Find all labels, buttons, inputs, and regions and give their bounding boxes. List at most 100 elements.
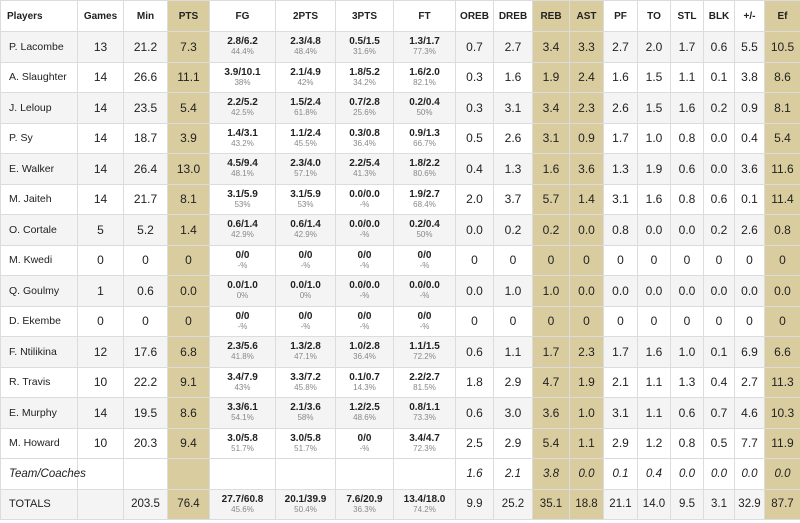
- table-row[interactable]: J. Leloup 14 23.5 5.4 2.2/5.2 42.5% 1.5/2.4 61.…: [0, 92, 800, 124]
- player-name[interactable]: P. Sy: [0, 122, 78, 154]
- cell-to: 1.6: [637, 183, 671, 215]
- cell-reb: 3.1: [532, 122, 570, 154]
- player-name[interactable]: M. Jaiteh: [0, 183, 78, 215]
- cell-3pts-made: 0.5/1.5: [349, 36, 380, 48]
- cell-2pts-pct: -%: [300, 260, 311, 270]
- cell-to: 0.0: [637, 275, 671, 307]
- cell-3pts: 0.0/0.0 -%: [335, 183, 394, 215]
- cell-fg: 2.8/6.2 44.4%: [209, 31, 276, 63]
- table-row[interactable]: M. Howard 10 20.3 9.4 3.0/5.8 51.7% 3.0/5.8 51.…: [0, 427, 800, 459]
- cell-games: 1: [77, 275, 124, 307]
- player-name[interactable]: J. Leloup: [0, 92, 78, 124]
- col-header-plus-minus[interactable]: +/-: [734, 0, 765, 32]
- cell-blk: 0.0: [703, 275, 735, 307]
- player-name[interactable]: M. Kwedi: [0, 244, 78, 276]
- cell-2pts: 2.1/3.6 58%: [275, 397, 336, 429]
- cell-min: 5.2: [123, 214, 168, 246]
- player-name[interactable]: Q. Goulmy: [0, 275, 78, 307]
- cell-fg-made: 0.0/1.0: [227, 280, 258, 292]
- col-header-blk[interactable]: BLK: [703, 0, 735, 32]
- cell-oreb: 2.0: [455, 183, 494, 215]
- cell-2pts-made: 3.1/5.9: [290, 188, 321, 200]
- cell-fg-made: 2.2/5.2: [227, 97, 258, 109]
- player-name[interactable]: P. Lacombe: [0, 31, 78, 63]
- col-header-reb[interactable]: REB: [532, 0, 570, 32]
- col-header-ef[interactable]: Ef: [764, 0, 800, 32]
- table-row[interactable]: M. Kwedi 0 0 0 0/0 -% 0/0 -% 0/0 -% 0/0 -% 0 0 0 0 0 0 0 0 0…: [0, 244, 800, 276]
- cell-ft-pct: 72.2%: [413, 352, 436, 362]
- cell-fg-made: 2.8/6.2: [227, 36, 258, 48]
- table-row[interactable]: A. Slaughter 14 26.6 11.1 3.9/10.1 38% 2.1/4.9…: [0, 61, 800, 93]
- cell-reb: 0.2: [532, 214, 570, 246]
- cell-fg-made: 3.0/5.8: [227, 432, 258, 444]
- cell-fg-pct: 43.2%: [231, 138, 254, 148]
- cell-pts: 13.0: [167, 153, 210, 185]
- player-name[interactable]: F. Ntilikina: [0, 336, 78, 368]
- cell-blk: 0.2: [703, 214, 735, 246]
- cell-dreb: 2.6: [493, 122, 533, 154]
- table-row[interactable]: E. Walker 14 26.4 13.0 4.5/9.4 48.1% 2.3/4.0 57…: [0, 153, 800, 185]
- col-header-3pts[interactable]: 3PTS: [335, 0, 394, 32]
- player-name[interactable]: E. Walker: [0, 153, 78, 185]
- cell-3pts-made: 1.8/5.2: [349, 66, 380, 78]
- cell-plus-minus: 0: [734, 305, 765, 337]
- cell-blk: 0: [703, 244, 735, 276]
- cell-ef: 8.6: [764, 61, 800, 93]
- table-row[interactable]: M. Jaiteh 14 21.7 8.1 3.1/5.9 53% 3.1/5.9 53% 0.…: [0, 183, 800, 215]
- cell-2pts-pct: 58%: [297, 413, 314, 423]
- player-name[interactable]: M. Howard: [0, 427, 78, 459]
- col-header-pf[interactable]: PF: [603, 0, 638, 32]
- cell-3pts-pct: -%: [359, 199, 370, 209]
- player-name[interactable]: E. Murphy: [0, 397, 78, 429]
- table-row[interactable]: R. Travis 10 22.2 9.1 3.4/7.9 43% 3.3/7.2 45.8%…: [0, 366, 800, 398]
- totals-fg: 27.7/60.8 45.6%: [209, 488, 276, 520]
- player-name[interactable]: R. Travis: [0, 366, 78, 398]
- col-header-pts[interactable]: PTS: [167, 0, 210, 32]
- totals-to: 14.0: [637, 488, 671, 520]
- table-row[interactable]: D. Ekembe 0 0 0 0/0 -% 0/0 -% 0/0 -% 0/0 -% 0 0 0 0 0 0 0 0…: [0, 305, 800, 337]
- cell-3pts: 0/0 -%: [335, 244, 394, 276]
- table-row[interactable]: Q. Goulmy 1 0.6 0.0 0.0/1.0 0% 0.0/1.0 0% 0.0/0.…: [0, 275, 800, 307]
- cell-blk: 0.6: [703, 183, 735, 215]
- cell-ft: 1.8/2.2 80.6%: [393, 153, 456, 185]
- player-name[interactable]: D. Ekembe: [0, 305, 78, 337]
- cell-to: 1.9: [637, 153, 671, 185]
- cell-3pts-pct: 48.6%: [353, 413, 376, 423]
- cell-stl: 0.0: [670, 275, 704, 307]
- totals-3pts-made: 7.6/20.9: [346, 493, 383, 505]
- cell-fg: 0.6/1.4 42.9%: [209, 214, 276, 246]
- cell-plus-minus: 0.4: [734, 122, 765, 154]
- player-name[interactable]: O. Cortale: [0, 214, 78, 246]
- cell-pts: 8.1: [167, 183, 210, 215]
- col-header-oreb[interactable]: OREB: [455, 0, 494, 32]
- cell-plus-minus: 3.6: [734, 153, 765, 185]
- col-header-min[interactable]: Min: [123, 0, 168, 32]
- col-header-2pts[interactable]: 2PTS: [275, 0, 336, 32]
- player-name[interactable]: A. Slaughter: [0, 61, 78, 93]
- cell-ft-pct: 50%: [416, 230, 433, 240]
- col-header-to[interactable]: TO: [637, 0, 671, 32]
- col-header-players[interactable]: Players: [0, 0, 78, 32]
- cell-2pts-pct: 42%: [297, 77, 314, 87]
- col-header-dreb[interactable]: DREB: [493, 0, 533, 32]
- col-header-ft[interactable]: FT: [393, 0, 456, 32]
- table-row[interactable]: P. Sy 14 18.7 3.9 1.4/3.1 43.2% 1.1/2.4 45.5% 0.…: [0, 122, 800, 154]
- cell-3pts-made: 0.0/0.0: [349, 280, 380, 292]
- table-row[interactable]: E. Murphy 14 19.5 8.6 3.3/6.1 54.1% 2.1/3.6 58%…: [0, 397, 800, 429]
- col-header-ast[interactable]: AST: [569, 0, 604, 32]
- cell-ft-made: 2.2/2.7: [409, 371, 440, 383]
- col-header-fg[interactable]: FG: [209, 0, 276, 32]
- cell-games: 10: [77, 366, 124, 398]
- col-header-stl[interactable]: STL: [670, 0, 704, 32]
- col-header-games[interactable]: Games: [77, 0, 124, 32]
- table-row[interactable]: O. Cortale 5 5.2 1.4 0.6/1.4 42.9% 0.6/1.4 42.9…: [0, 214, 800, 246]
- table-row[interactable]: F. Ntilikina 12 17.6 6.8 2.3/5.6 41.8% 1.3/2.8…: [0, 336, 800, 368]
- cell-2pts-pct: 57.1%: [294, 169, 317, 179]
- cell-ast: 2.3: [569, 336, 604, 368]
- cell-2pts-pct: 45.8%: [294, 382, 317, 392]
- cell-min: 0: [123, 244, 168, 276]
- cell-plus-minus: 0: [734, 244, 765, 276]
- cell-2pts: 3.1/5.9 53%: [275, 183, 336, 215]
- cell-3pts: 1.8/5.2 34.2%: [335, 61, 394, 93]
- table-row[interactable]: P. Lacombe 13 21.2 7.3 2.8/6.2 44.4% 2.3/4.8 48…: [0, 31, 800, 63]
